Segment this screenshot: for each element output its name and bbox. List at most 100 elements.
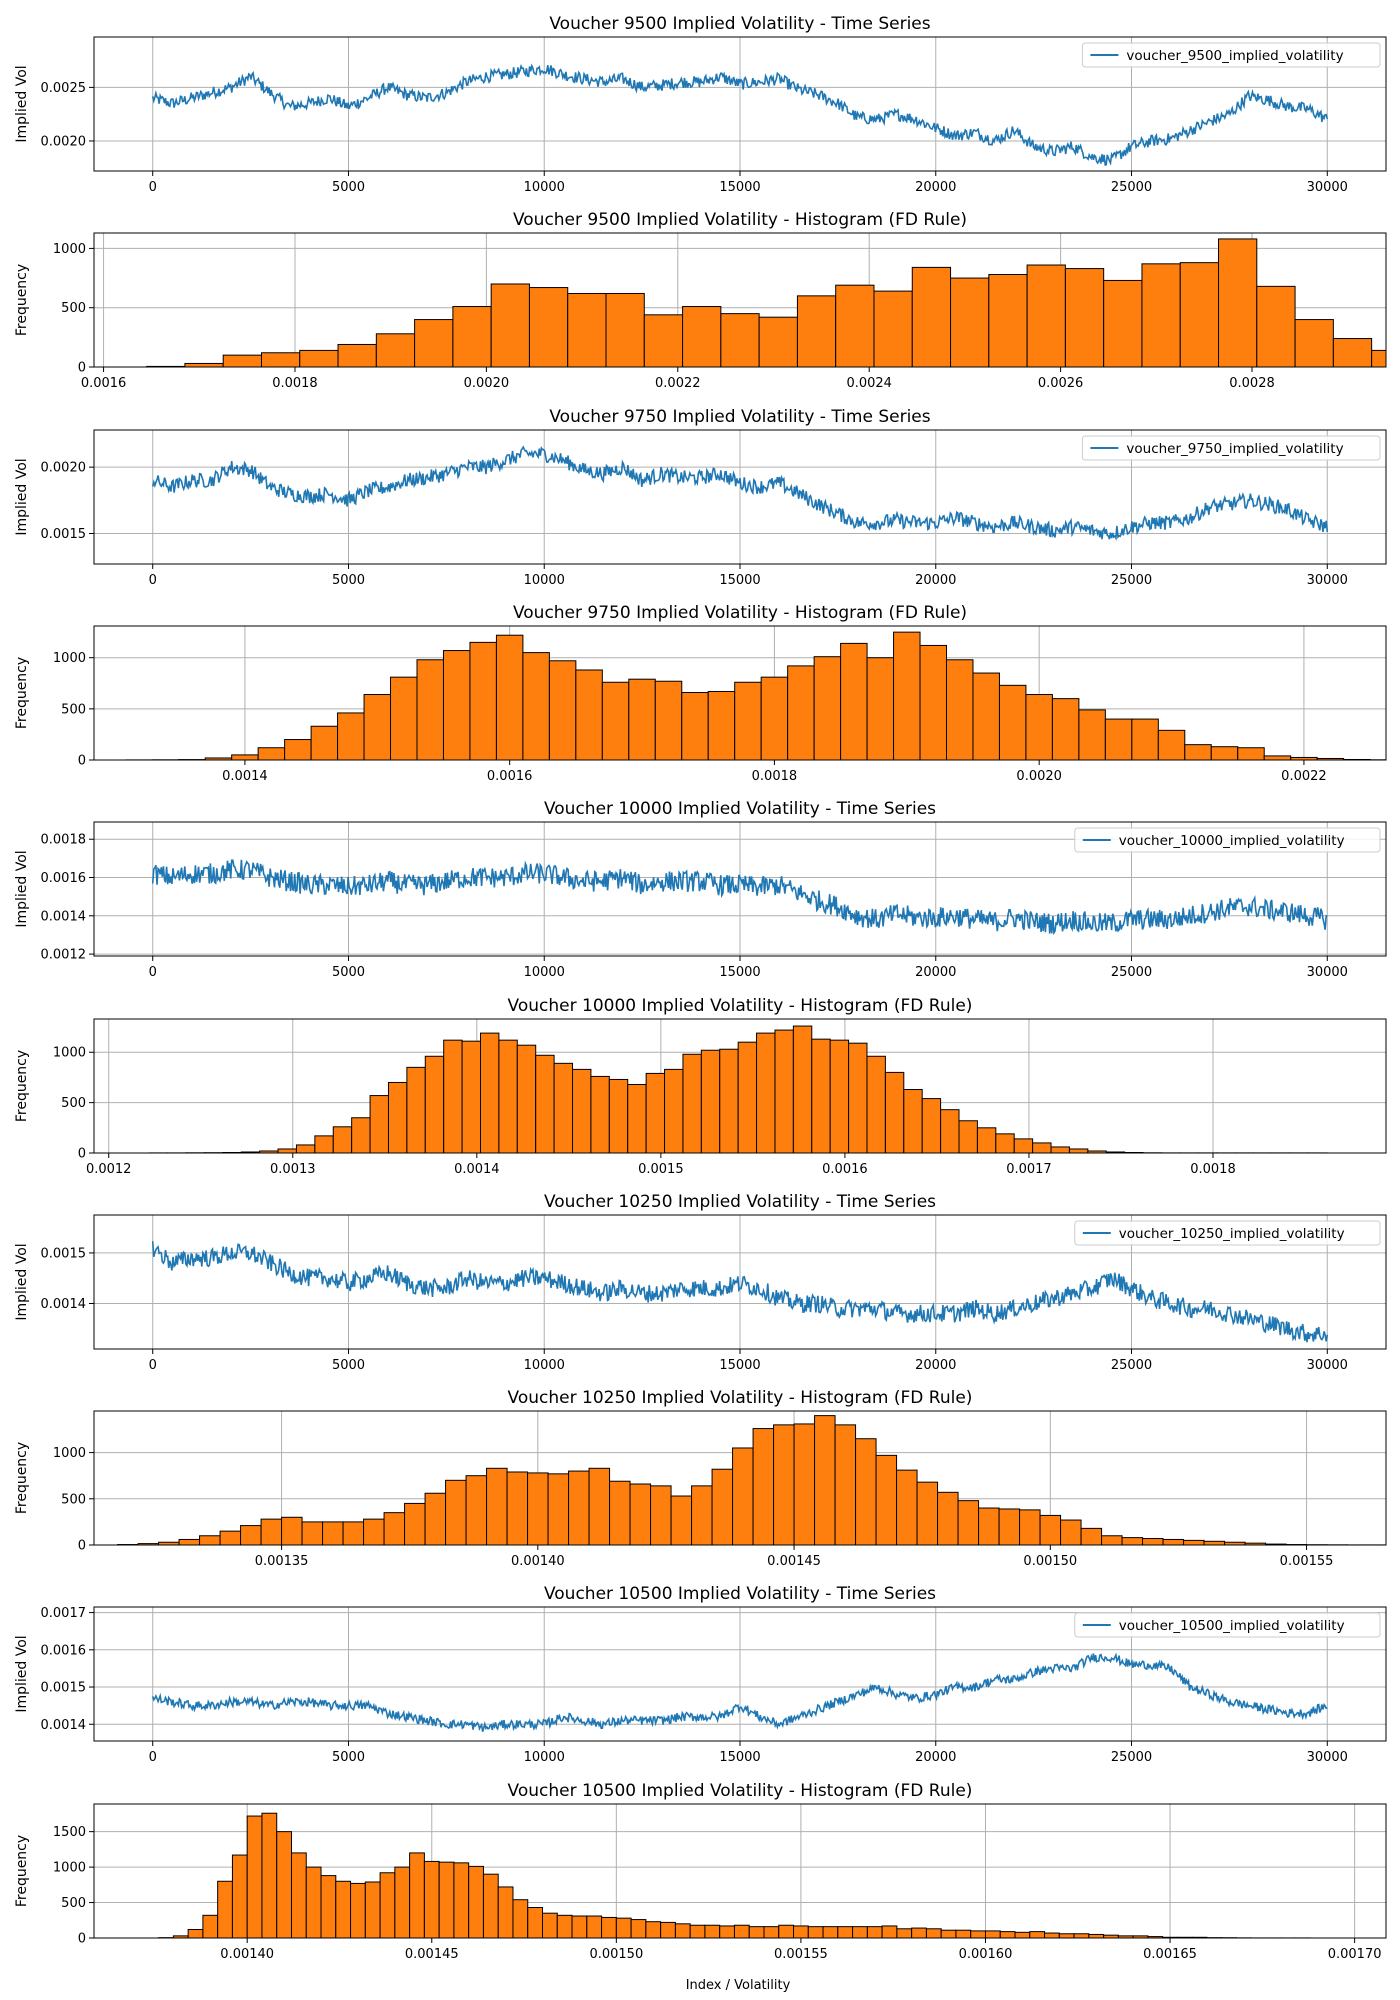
histogram-bar: [586, 1915, 603, 1938]
histogram-bar: [940, 1929, 957, 1938]
histogram-bar: [609, 1480, 631, 1545]
histogram-bar: [848, 1042, 868, 1153]
y-tick-label: 0.0015: [41, 527, 87, 542]
histogram-bar: [793, 1925, 809, 1938]
x-tick-label: 25000: [1111, 573, 1152, 588]
histogram-bar: [946, 659, 974, 760]
histogram-bar: [834, 1424, 857, 1545]
histogram-bar: [468, 1865, 484, 1938]
chart-panel-4: Voucher 9750 Implied Volatility - Histog…: [14, 603, 1387, 784]
histogram-bar: [424, 1055, 445, 1153]
x-tick-label: 0.00135: [255, 1554, 309, 1569]
histogram-bar: [363, 694, 392, 760]
x-tick-label: 0: [149, 1358, 157, 1373]
y-tick-label: 0.0014: [41, 1297, 87, 1312]
histogram-bar: [414, 319, 454, 367]
chart-title: Voucher 9750 Implied Volatility - Histog…: [513, 603, 967, 623]
chart-title: Voucher 9750 Implied Volatility - Time S…: [549, 407, 930, 427]
y-tick-label: 1000: [53, 1446, 86, 1461]
histogram-bar: [535, 1054, 555, 1153]
histogram-bar: [998, 684, 1027, 760]
axes-frame: [93, 1410, 1387, 1546]
histogram-bar: [643, 314, 684, 367]
y-tick-label: 0.0014: [41, 909, 87, 924]
histogram-bar: [873, 290, 913, 367]
histogram-bar: [1237, 747, 1265, 760]
histogram-bar: [260, 352, 301, 367]
histogram-bar: [335, 1880, 352, 1938]
histogram-bar: [567, 292, 607, 367]
histogram-bar: [937, 1491, 959, 1545]
histogram-bar: [1103, 279, 1143, 367]
histogram-bar: [542, 1912, 558, 1938]
y-tick-label: 500: [61, 1492, 86, 1507]
x-tick-label: 15000: [719, 1358, 760, 1373]
y-tick-label: 0: [78, 1539, 86, 1554]
legend: voucher_9750_implied_volatility: [1081, 435, 1381, 461]
histogram-bar: [284, 739, 312, 760]
x-tick-label: 0.00140: [220, 1947, 274, 1962]
histogram-bar: [813, 656, 842, 760]
histogram-bar: [281, 1516, 303, 1545]
histogram-bar: [310, 725, 339, 760]
y-tick-label: 500: [61, 1096, 86, 1111]
histogram-bar: [1294, 319, 1334, 367]
legend-label: voucher_10000_implied_volatility: [1119, 833, 1345, 849]
histogram-bar: [350, 1882, 366, 1938]
y-tick-label: 500: [61, 301, 86, 316]
histogram-bar: [645, 1072, 666, 1153]
histogram-bar: [290, 1852, 307, 1938]
histogram-bar: [547, 1473, 570, 1545]
legend-box: [1074, 827, 1381, 853]
histogram-bar: [277, 1148, 297, 1153]
histogram-bar: [202, 1914, 219, 1938]
histogram-bar: [875, 1454, 898, 1545]
chart-panel-3: Voucher 9750 Implied Volatility - Time S…: [14, 407, 1387, 588]
x-tick-label: 0.00170: [1328, 1947, 1382, 1962]
histogram-bar: [1371, 349, 1386, 367]
histogram-bar: [320, 1875, 337, 1938]
histogram-bar: [1014, 1931, 1031, 1938]
x-tick-label: 0: [149, 573, 157, 588]
histogram-bar: [988, 274, 1028, 367]
histogram-bar: [811, 1038, 831, 1153]
histogram-bar: [305, 1866, 322, 1938]
histogram-bar: [866, 1055, 886, 1153]
histogram-bar: [1060, 1519, 1082, 1545]
histogram-bar: [443, 1039, 463, 1153]
histogram-bar: [482, 1873, 499, 1938]
y-tick-label: 500: [61, 1896, 86, 1911]
histogram-bar: [1142, 1538, 1164, 1545]
chart-panel-5: Voucher 10000 Implied Volatility - Time …: [14, 799, 1387, 980]
x-tick-label: 0.00140: [511, 1554, 565, 1569]
x-tick-label: 30000: [1307, 1358, 1348, 1373]
chart-panel-1: Voucher 9500 Implied Volatility - Time S…: [14, 14, 1387, 195]
histogram-bar: [299, 349, 339, 367]
histogram-bar: [571, 1915, 588, 1938]
histogram-bar: [497, 1886, 514, 1938]
histogram-bar: [601, 681, 630, 760]
histogram-bar: [1218, 238, 1258, 367]
histogram-bar: [337, 343, 377, 367]
histogram-bar: [424, 1492, 447, 1545]
histogram-bar: [758, 316, 798, 367]
chart-title: Voucher 10250 Implied Volatility - Time …: [544, 1192, 936, 1212]
chart-title: Voucher 10250 Implied Volatility - Histo…: [508, 1388, 973, 1408]
histogram-bar: [837, 1926, 854, 1938]
x-tick-label: 0.0022: [1281, 769, 1327, 784]
histogram-bar: [1184, 744, 1212, 760]
histogram-bar: [369, 1095, 389, 1153]
histogram-bar: [793, 1423, 816, 1545]
histogram-bar: [700, 1049, 721, 1153]
histogram-bar: [332, 1126, 353, 1153]
histogram-bar: [896, 1469, 918, 1545]
y-tick-label: 1000: [53, 651, 86, 666]
histogram-bar: [660, 1921, 676, 1938]
histogram-bar: [896, 1928, 913, 1938]
chart-panel-7: Voucher 10250 Implied Volatility - Time …: [14, 1192, 1387, 1373]
histogram-bar: [1032, 1142, 1052, 1153]
histogram-bar: [608, 1078, 629, 1153]
histogram-bar: [556, 1914, 573, 1938]
x-tick-label: 20000: [915, 1358, 956, 1373]
legend-box: [1081, 435, 1381, 461]
